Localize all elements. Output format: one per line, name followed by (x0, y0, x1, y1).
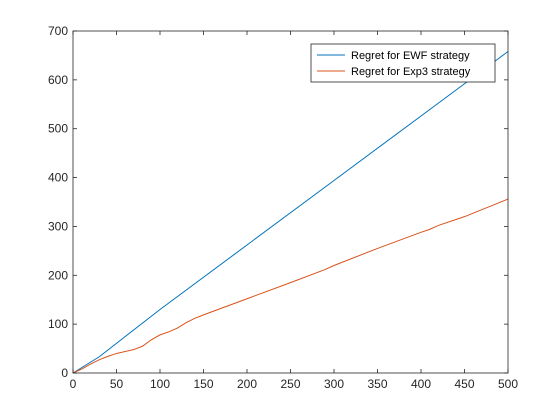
x-tick-label: 100 (150, 377, 170, 391)
x-tick-label: 450 (454, 377, 474, 391)
x-tick-label: 0 (70, 377, 77, 391)
y-tick-label: 700 (48, 24, 68, 38)
x-tick-label: 50 (110, 377, 124, 391)
x-tick-label: 500 (498, 377, 518, 391)
series-line-2 (72, 198, 509, 374)
y-tick-label: 500 (48, 122, 68, 136)
y-tick-label: 300 (48, 219, 68, 233)
x-tick-label: 200 (237, 377, 257, 391)
plot-area (73, 31, 508, 373)
x-tick-label: 300 (324, 377, 344, 391)
legend-label-2: Regret for Exp3 strategy (351, 66, 471, 78)
legend: Regret for EWF strategy Regret for Exp3 s… (310, 43, 496, 83)
y-tick-label: 100 (48, 317, 68, 331)
x-tick-label: 250 (280, 377, 300, 391)
legend-box (310, 43, 496, 83)
legend-label-1: Regret for EWF strategy (351, 50, 470, 62)
x-tick-label: 400 (411, 377, 431, 391)
series-line-1 (72, 51, 509, 374)
y-tick-label: 200 (48, 268, 68, 282)
y-tick-label: 0 (61, 366, 68, 380)
series-layer (72, 51, 509, 374)
axes-layer: 0 50 100 150 200 250 300 350 400 450 500 0 100 200 300… (48, 24, 518, 391)
x-tick-label: 350 (367, 377, 387, 391)
y-tick-label: 400 (48, 171, 68, 185)
y-tick-label: 600 (48, 73, 68, 87)
x-tick-label: 150 (193, 377, 213, 391)
